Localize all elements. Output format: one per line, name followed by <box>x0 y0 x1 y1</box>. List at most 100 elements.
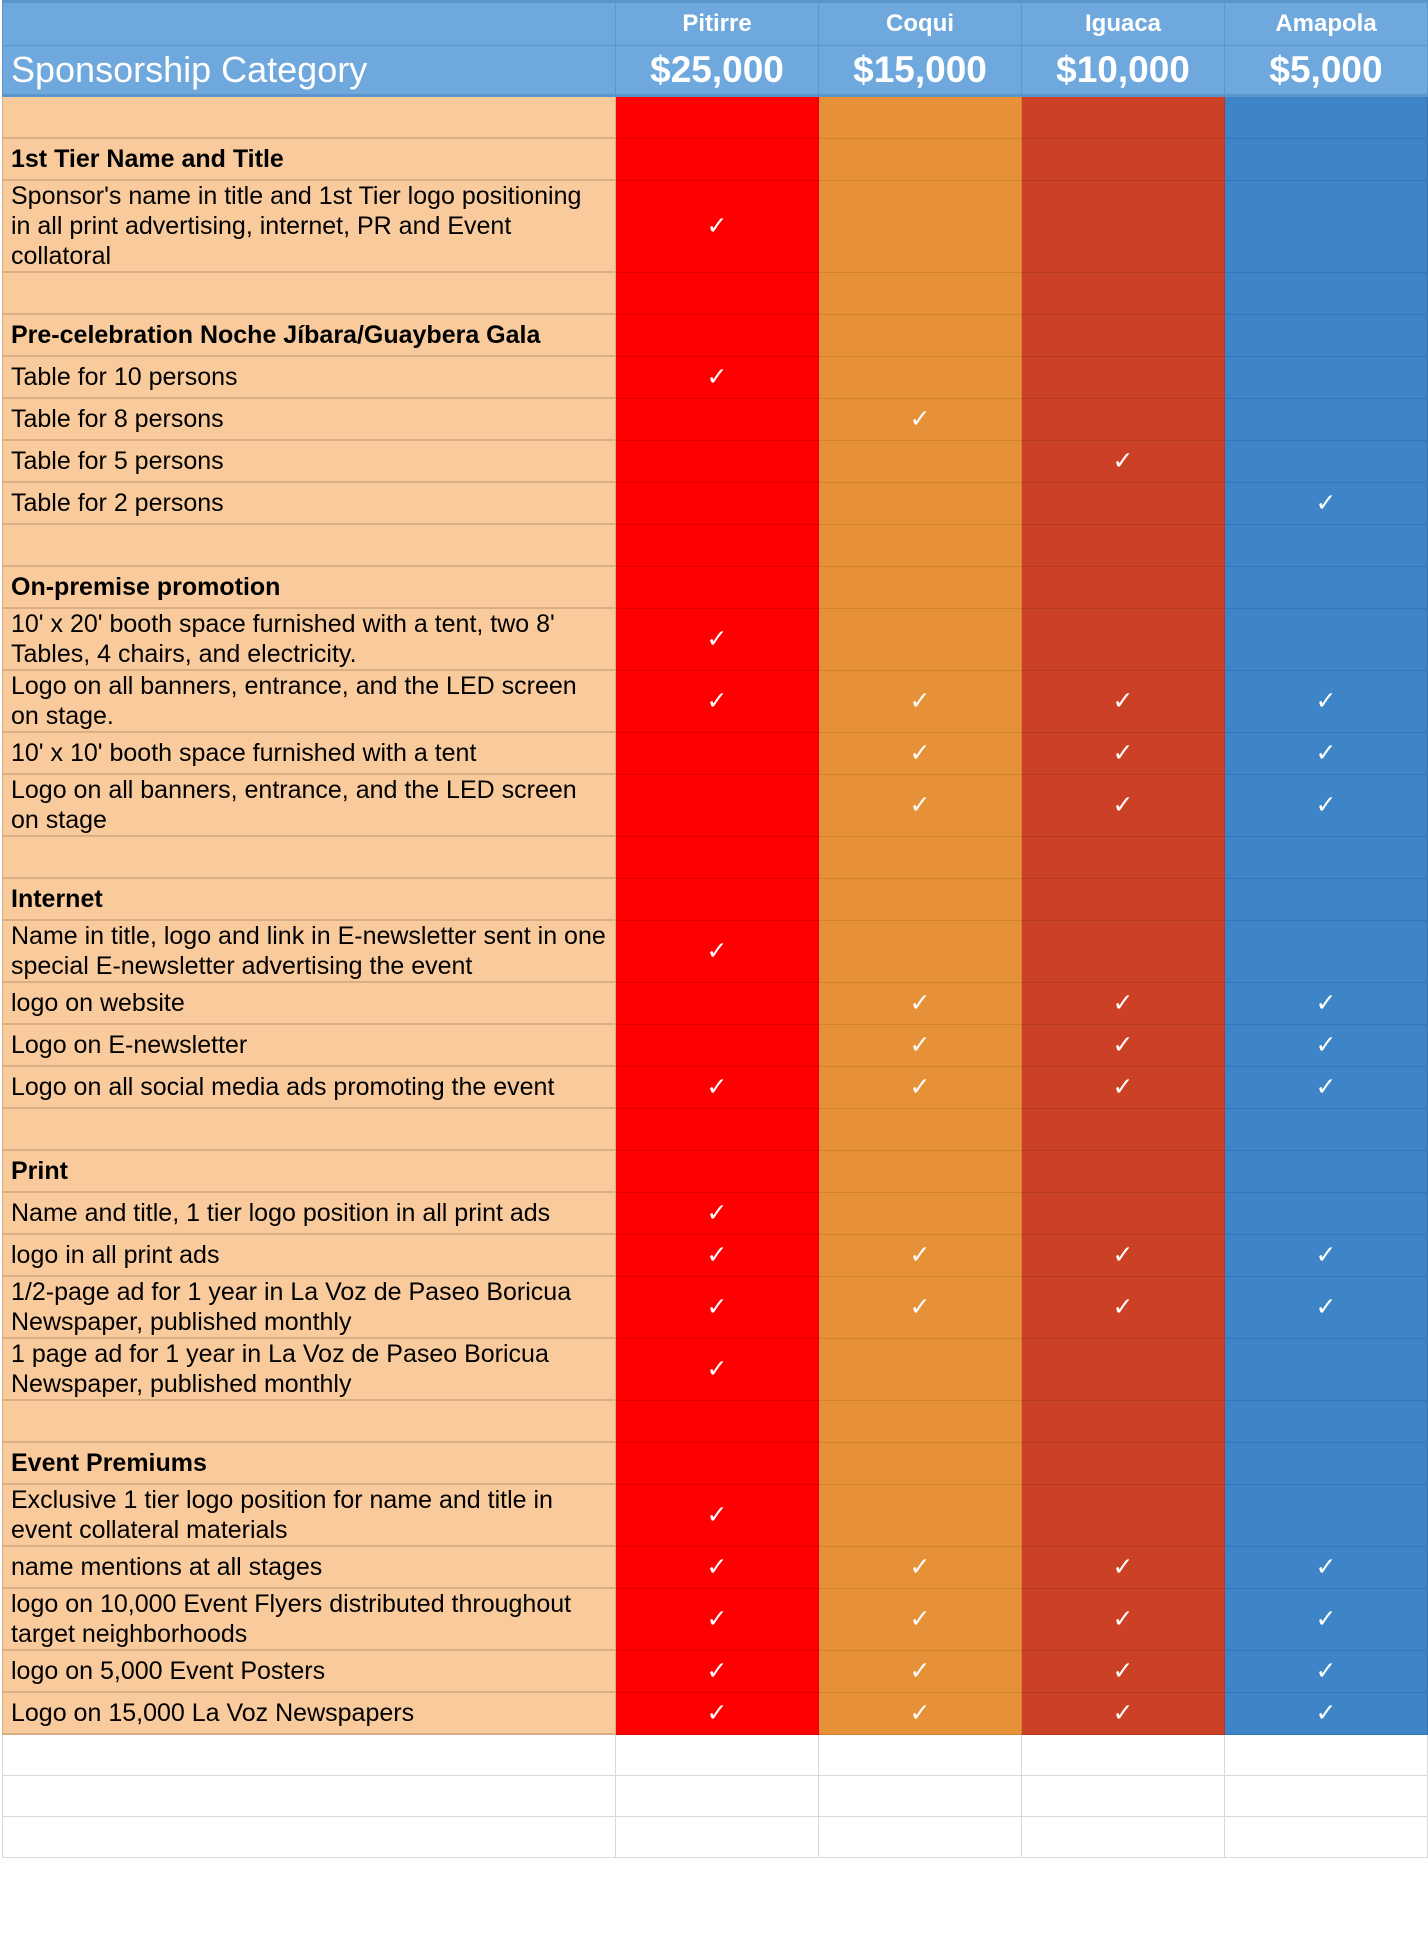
tier-cell[interactable] <box>1224 313 1428 357</box>
benefit-label[interactable]: 1 page ad for 1 year in La Voz de Paseo … <box>2 1337 616 1401</box>
section-title[interactable]: Print <box>2 1149 616 1193</box>
tier-cell[interactable]: ✓ <box>1224 1233 1428 1277</box>
benefit-label[interactable]: logo in all print ads <box>2 1233 616 1277</box>
tier-cell[interactable] <box>818 877 1022 921</box>
empty-cell[interactable] <box>1021 1733 1225 1776</box>
tier-cell[interactable]: ✓ <box>615 669 819 733</box>
tier-cell[interactable]: ✓ <box>1224 669 1428 733</box>
benefit-label[interactable]: Table for 10 persons <box>2 355 616 399</box>
tier-cell[interactable]: ✓ <box>818 1691 1022 1735</box>
tier-cell[interactable]: ✓ <box>615 1275 819 1339</box>
benefit-label[interactable]: 1/2-page ad for 1 year in La Voz de Pase… <box>2 1275 616 1339</box>
empty-cell[interactable] <box>818 1733 1022 1776</box>
tier-cell[interactable]: ✓ <box>1021 1691 1225 1735</box>
tier-cell[interactable] <box>1021 607 1225 671</box>
tier-cell[interactable]: ✓ <box>615 1483 819 1547</box>
tier-cell[interactable]: ✓ <box>1224 1023 1428 1067</box>
tier-cell[interactable] <box>615 439 819 483</box>
tier-cell[interactable]: ✓ <box>615 1065 819 1109</box>
section-title[interactable]: Pre-celebration Noche Jíbara/Guaybera Ga… <box>2 313 616 357</box>
tier-cell[interactable] <box>1021 1337 1225 1401</box>
tier-cell[interactable]: ✓ <box>615 607 819 671</box>
tier-cell[interactable]: ✓ <box>1021 773 1225 837</box>
tier-cell[interactable]: ✓ <box>1021 1545 1225 1589</box>
tier-cell[interactable] <box>1021 355 1225 399</box>
tier-cell[interactable] <box>615 981 819 1025</box>
tier-cell[interactable] <box>615 877 819 921</box>
tier-cell[interactable] <box>1224 919 1428 983</box>
tier-cell[interactable] <box>615 1023 819 1067</box>
tier-cell[interactable]: ✓ <box>1224 1587 1428 1651</box>
benefit-label[interactable]: logo on 5,000 Event Posters <box>2 1649 616 1693</box>
tier-cell[interactable] <box>615 565 819 609</box>
tier-cell[interactable] <box>1021 1441 1225 1485</box>
tier-cell[interactable]: ✓ <box>818 397 1022 441</box>
tier-cell[interactable] <box>818 1483 1022 1547</box>
tier-cell[interactable] <box>1021 137 1225 181</box>
tier-cell[interactable]: ✓ <box>818 1023 1022 1067</box>
tier-price-iguaca[interactable]: $10,000 <box>1021 45 1225 97</box>
tier-cell[interactable]: ✓ <box>615 1691 819 1735</box>
tier-cell[interactable]: ✓ <box>1021 1233 1225 1277</box>
tier-cell[interactable] <box>818 137 1022 181</box>
empty-cell[interactable] <box>1224 1816 1428 1858</box>
empty-cell[interactable] <box>818 1775 1022 1817</box>
tier-cell[interactable]: ✓ <box>615 1233 819 1277</box>
tier-name-iguaca[interactable]: Iguaca <box>1021 0 1225 46</box>
tier-cell[interactable] <box>818 835 1022 879</box>
tier-cell[interactable] <box>1224 1399 1428 1443</box>
tier-price-amapola[interactable]: $5,000 <box>1224 45 1428 97</box>
tier-cell[interactable]: ✓ <box>818 1545 1022 1589</box>
tier-cell[interactable]: ✓ <box>1021 1275 1225 1339</box>
tier-cell[interactable] <box>615 481 819 525</box>
benefit-label[interactable]: Table for 5 persons <box>2 439 616 483</box>
tier-cell[interactable] <box>1021 1399 1225 1443</box>
empty-cell[interactable] <box>1224 1733 1428 1776</box>
empty-cell[interactable] <box>2 1733 616 1776</box>
tier-cell[interactable] <box>818 481 1022 525</box>
tier-cell[interactable] <box>1224 523 1428 567</box>
tier-cell[interactable] <box>1224 877 1428 921</box>
empty-cell[interactable] <box>615 1775 819 1817</box>
tier-cell[interactable]: ✓ <box>818 1587 1022 1651</box>
tier-cell[interactable] <box>1224 179 1428 273</box>
tier-cell[interactable]: ✓ <box>1224 1691 1428 1735</box>
tier-cell[interactable] <box>1021 95 1225 139</box>
tier-cell[interactable]: ✓ <box>1021 981 1225 1025</box>
tier-cell[interactable]: ✓ <box>615 355 819 399</box>
tier-cell[interactable] <box>1224 397 1428 441</box>
benefit-label[interactable]: Name and title, 1 tier logo position in … <box>2 1191 616 1235</box>
empty-cell[interactable] <box>818 1816 1022 1858</box>
tier-cell[interactable] <box>615 835 819 879</box>
section-title[interactable]: Event Premiums <box>2 1441 616 1485</box>
tier-cell[interactable] <box>818 565 1022 609</box>
benefit-label[interactable] <box>2 523 616 567</box>
tier-cell[interactable] <box>1021 835 1225 879</box>
tier-cell[interactable]: ✓ <box>1224 1275 1428 1339</box>
tier-cell[interactable]: ✓ <box>1021 439 1225 483</box>
tier-cell[interactable] <box>818 1191 1022 1235</box>
tier-cell[interactable] <box>1021 313 1225 357</box>
tier-cell[interactable]: ✓ <box>1224 981 1428 1025</box>
tier-cell[interactable]: ✓ <box>1224 1649 1428 1693</box>
benefit-label[interactable]: logo on 10,000 Event Flyers distributed … <box>2 1587 616 1651</box>
tier-cell[interactable] <box>615 271 819 315</box>
tier-cell[interactable] <box>1224 355 1428 399</box>
tier-cell[interactable] <box>1224 1337 1428 1401</box>
empty-cell[interactable] <box>1224 1775 1428 1817</box>
tier-cell[interactable] <box>1021 523 1225 567</box>
tier-cell[interactable] <box>1021 397 1225 441</box>
empty-cell[interactable] <box>615 1816 819 1858</box>
tier-cell[interactable] <box>1021 565 1225 609</box>
tier-cell[interactable] <box>1224 439 1428 483</box>
tier-cell[interactable] <box>615 397 819 441</box>
tier-cell[interactable] <box>1021 919 1225 983</box>
tier-cell[interactable]: ✓ <box>818 1233 1022 1277</box>
benefit-label[interactable]: 10' x 20' booth space furnished with a t… <box>2 607 616 671</box>
tier-cell[interactable] <box>1021 1149 1225 1193</box>
tier-cell[interactable] <box>1224 835 1428 879</box>
tier-cell[interactable] <box>1224 1441 1428 1485</box>
tier-cell[interactable] <box>1224 137 1428 181</box>
tier-cell[interactable]: ✓ <box>1021 1065 1225 1109</box>
tier-cell[interactable] <box>818 439 1022 483</box>
